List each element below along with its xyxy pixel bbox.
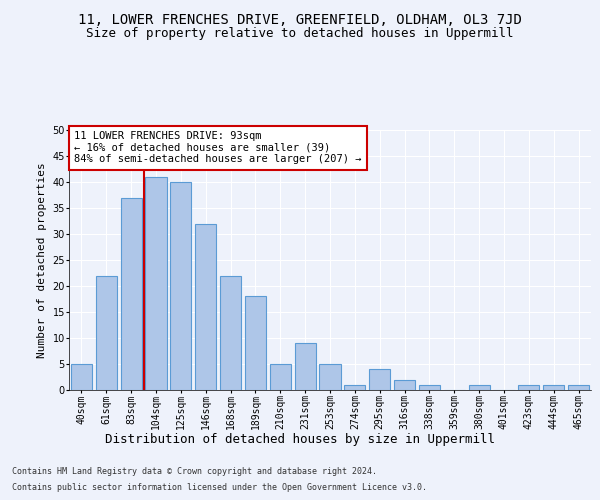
Bar: [469, 385, 490, 390]
Text: Size of property relative to detached houses in Uppermill: Size of property relative to detached ho…: [86, 28, 514, 40]
Text: Contains public sector information licensed under the Open Government Licence v3: Contains public sector information licen…: [12, 482, 427, 492]
Bar: [170, 182, 191, 390]
Text: 11 LOWER FRENCHES DRIVE: 93sqm
← 16% of detached houses are smaller (39)
84% of : 11 LOWER FRENCHES DRIVE: 93sqm ← 16% of …: [74, 132, 362, 164]
Bar: [145, 177, 167, 390]
Bar: [369, 369, 390, 390]
Bar: [568, 385, 589, 390]
Bar: [518, 385, 539, 390]
Bar: [543, 385, 564, 390]
Text: Contains HM Land Registry data © Crown copyright and database right 2024.: Contains HM Land Registry data © Crown c…: [12, 468, 377, 476]
Bar: [394, 380, 415, 390]
Bar: [419, 385, 440, 390]
Text: 11, LOWER FRENCHES DRIVE, GREENFIELD, OLDHAM, OL3 7JD: 11, LOWER FRENCHES DRIVE, GREENFIELD, OL…: [78, 12, 522, 26]
Bar: [71, 364, 92, 390]
Bar: [344, 385, 365, 390]
Bar: [121, 198, 142, 390]
Bar: [245, 296, 266, 390]
Bar: [295, 343, 316, 390]
Bar: [195, 224, 216, 390]
Text: Distribution of detached houses by size in Uppermill: Distribution of detached houses by size …: [105, 432, 495, 446]
Y-axis label: Number of detached properties: Number of detached properties: [37, 162, 47, 358]
Bar: [220, 276, 241, 390]
Bar: [270, 364, 291, 390]
Bar: [96, 276, 117, 390]
Bar: [319, 364, 341, 390]
